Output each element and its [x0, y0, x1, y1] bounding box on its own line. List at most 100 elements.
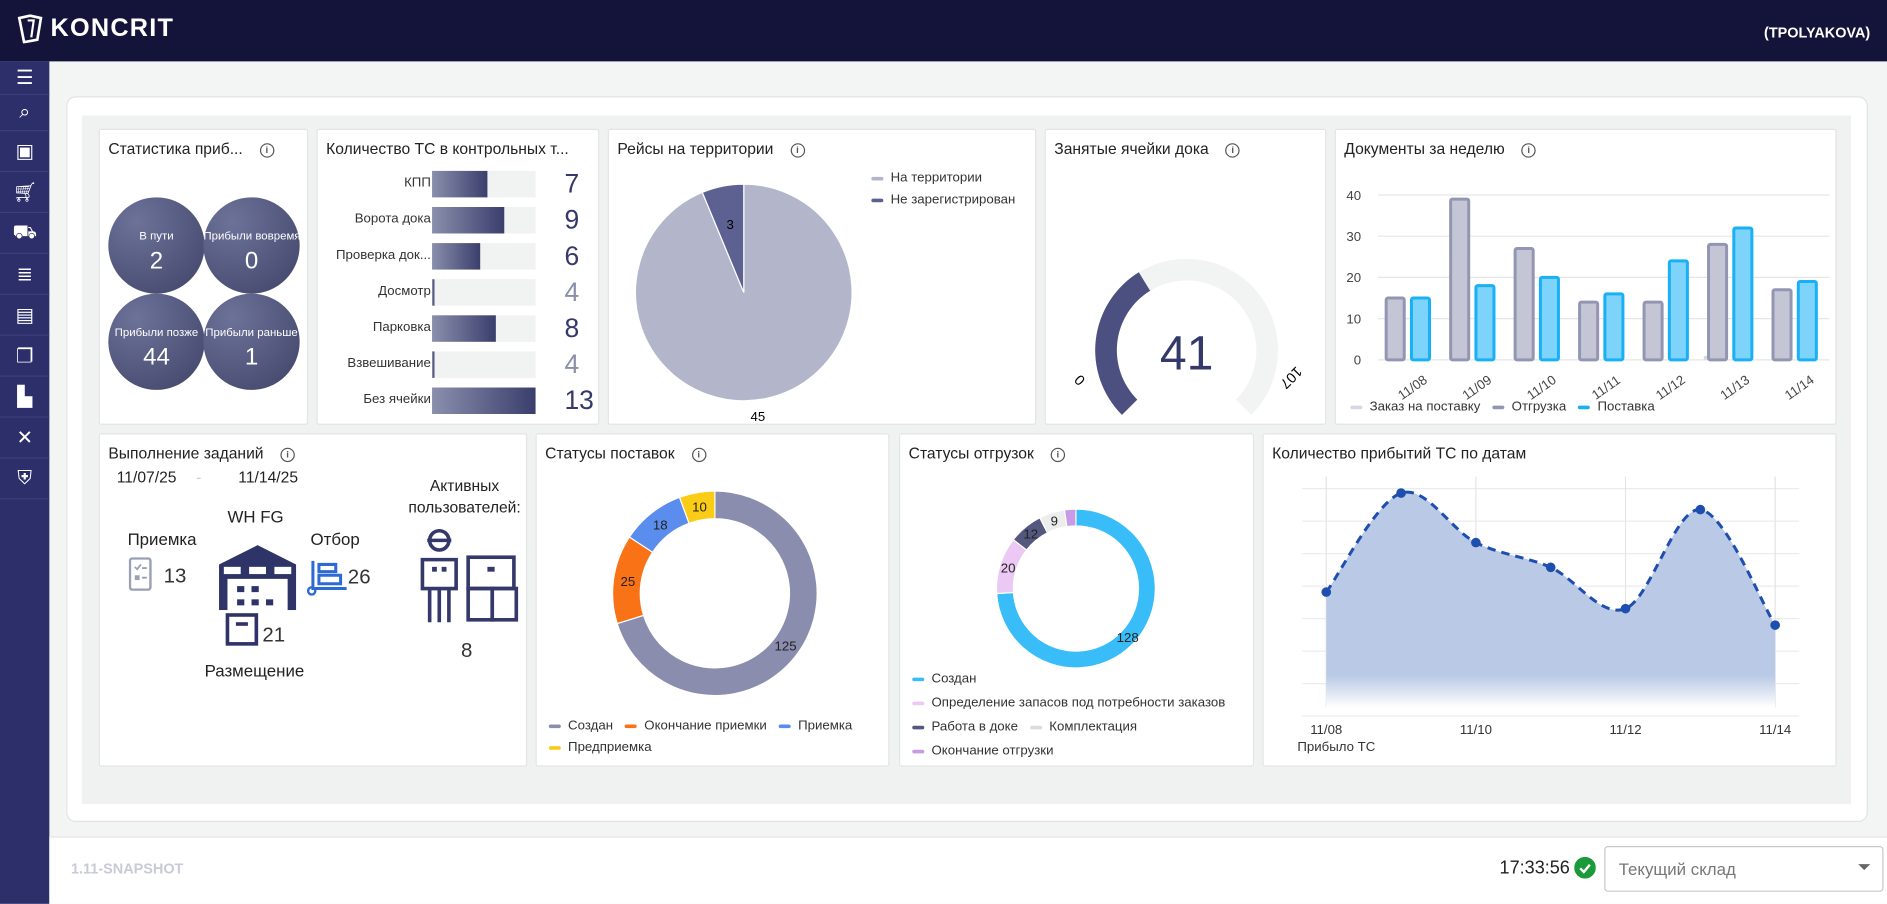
picking-label: Отбор [310, 529, 360, 549]
legend-swatch [912, 749, 925, 753]
info-icon[interactable]: i [280, 447, 295, 463]
data-point [1695, 504, 1706, 515]
info-icon[interactable]: i [259, 143, 275, 158]
dock-cells-gauge: 41 0 107 [1072, 258, 1305, 415]
tasks-card: Выполнение заданий i 11/07/25 - 11/14/25 … [98, 433, 528, 767]
checklist-icon [128, 557, 152, 591]
worker-with-boxes-icon [420, 528, 519, 623]
x-tick-label: 11/14 [1759, 722, 1791, 737]
legend-swatch [1030, 725, 1043, 729]
user-name[interactable]: (TPOLYAKOVA) [1764, 24, 1871, 41]
active-users-label: Активных пользователей: [408, 476, 521, 517]
x-tick-label: 11/11 [1589, 372, 1623, 402]
card-title: Рейсы на территории [617, 139, 774, 158]
status-ok-icon [1574, 856, 1596, 879]
picking-value: 26 [347, 565, 371, 589]
info-icon[interactable]: i [1521, 143, 1537, 158]
bar [1642, 300, 1664, 362]
legend-item[interactable]: Определение запасов под потребности зака… [912, 696, 1249, 710]
y-tick-label: 0 [1354, 353, 1361, 368]
gauge-fill [1095, 272, 1151, 415]
x-tick-label: 11/14 [1782, 372, 1817, 403]
legend-swatch [548, 745, 561, 750]
menu-icon[interactable]: ☰ [0, 61, 50, 96]
info-icon[interactable]: i [691, 447, 706, 463]
bar-fill [432, 170, 488, 198]
checkpoint-value: 4 [564, 276, 580, 307]
pie-slice [616, 490, 818, 697]
logo-shield-icon [17, 14, 43, 44]
x-tick-label: 11/10 [1460, 722, 1492, 737]
info-icon[interactable]: i [790, 143, 805, 158]
legend-label: На территории [890, 170, 983, 186]
pie-slice [996, 508, 1156, 669]
pie-slice [678, 490, 716, 525]
x-tick-label: 11/08 [1310, 722, 1342, 737]
legend-item[interactable]: Не зарегистрирован [871, 193, 1015, 207]
y-tick-label: 40 [1346, 188, 1361, 203]
bar [1603, 292, 1625, 362]
legend-item[interactable]: Заказ на поставку [1350, 400, 1480, 414]
search-icon[interactable]: ⌕ [0, 95, 50, 132]
x-tick-label: 11/09 [1459, 372, 1494, 403]
stat-label: В пути [139, 229, 174, 244]
location-icon[interactable]: ▣ [0, 131, 50, 173]
pie-slice [1063, 508, 1077, 528]
legend-item[interactable]: Создан [548, 718, 613, 733]
legend-item[interactable]: Окончание отгрузки [912, 744, 1249, 758]
legend-item[interactable]: Отгрузка [1492, 400, 1566, 414]
legend-label: Определение запасов под потребности зака… [931, 695, 1226, 711]
chevron-down-icon[interactable] [1858, 864, 1871, 871]
legend-swatch [871, 176, 884, 180]
tools-icon[interactable]: ✕ [0, 418, 50, 459]
bar [1474, 284, 1496, 362]
legend-swatch [548, 723, 561, 728]
legend-item[interactable]: Предприемка [548, 740, 652, 755]
legend-item[interactable]: Окончание приемки [625, 718, 767, 733]
dock-cells-card: Занятые ячейки дока i 41 0 107 [1044, 128, 1327, 425]
bar [1732, 226, 1754, 362]
archive-icon[interactable]: ▤ [0, 295, 50, 336]
legend-swatch [1350, 404, 1363, 409]
clock: 17:33:56 [1499, 858, 1570, 879]
shield-icon[interactable]: ⛨ [0, 459, 50, 500]
logo[interactable]: KONCRIT [17, 14, 174, 44]
stat-value: 1 [244, 344, 259, 371]
checkpoint-label: Взвешивание [347, 356, 431, 371]
warehouse-select[interactable]: Текущий склад [1604, 846, 1884, 892]
checkpoint-row: КПП 7 [318, 168, 597, 199]
legend-item[interactable]: Создан [912, 672, 1249, 686]
file-icon[interactable]: ▙ [0, 377, 50, 418]
cart-plus-icon[interactable]: 🛒︎ [0, 172, 50, 214]
legend-item[interactable]: Поставка [1578, 400, 1655, 414]
top-bar: KONCRIT (TPOLYAKOVA) [0, 0, 1887, 62]
documents-icon[interactable]: ❐ [0, 336, 50, 377]
bar [1538, 275, 1560, 362]
legend-item[interactable]: Комплектация [1030, 720, 1137, 734]
data-point [1396, 488, 1406, 498]
date-from-input[interactable]: 11/07/25 [116, 468, 177, 487]
supply-statuses-donut: 125 25 18 10 [612, 490, 818, 697]
checkpoint-value: 7 [564, 168, 580, 199]
stat-value: 2 [149, 247, 164, 275]
legend-label: Предприемка [568, 740, 652, 755]
legend-item[interactable]: На территории [871, 171, 1015, 185]
arrivals-by-date-card: Количество прибытий ТС по датам 11/08 11/… [1262, 433, 1837, 767]
info-icon[interactable]: i [1225, 143, 1240, 158]
stat-label: Прибыли вовремя [203, 229, 301, 244]
legend-item[interactable]: Работа в доке [912, 720, 1018, 734]
bar-fill [432, 243, 480, 270]
hand-truck-icon [306, 560, 347, 596]
truck-icon[interactable]: ⛟ [0, 213, 50, 254]
slice-label: 10 [692, 500, 707, 515]
pie-slice [701, 183, 745, 293]
date-to-input[interactable]: 11/14/25 [238, 468, 299, 487]
legend-swatch [912, 701, 925, 705]
info-icon[interactable]: i [1050, 447, 1066, 463]
list-icon[interactable]: ≣ [0, 254, 50, 295]
receiving-value: 13 [163, 564, 187, 588]
bar [1707, 242, 1729, 362]
stat-bubble: Прибыли вовремя 0 [203, 197, 301, 294]
legend-item[interactable]: Приемка [778, 718, 852, 733]
legend-label: Окончание отгрузки [931, 743, 1054, 759]
